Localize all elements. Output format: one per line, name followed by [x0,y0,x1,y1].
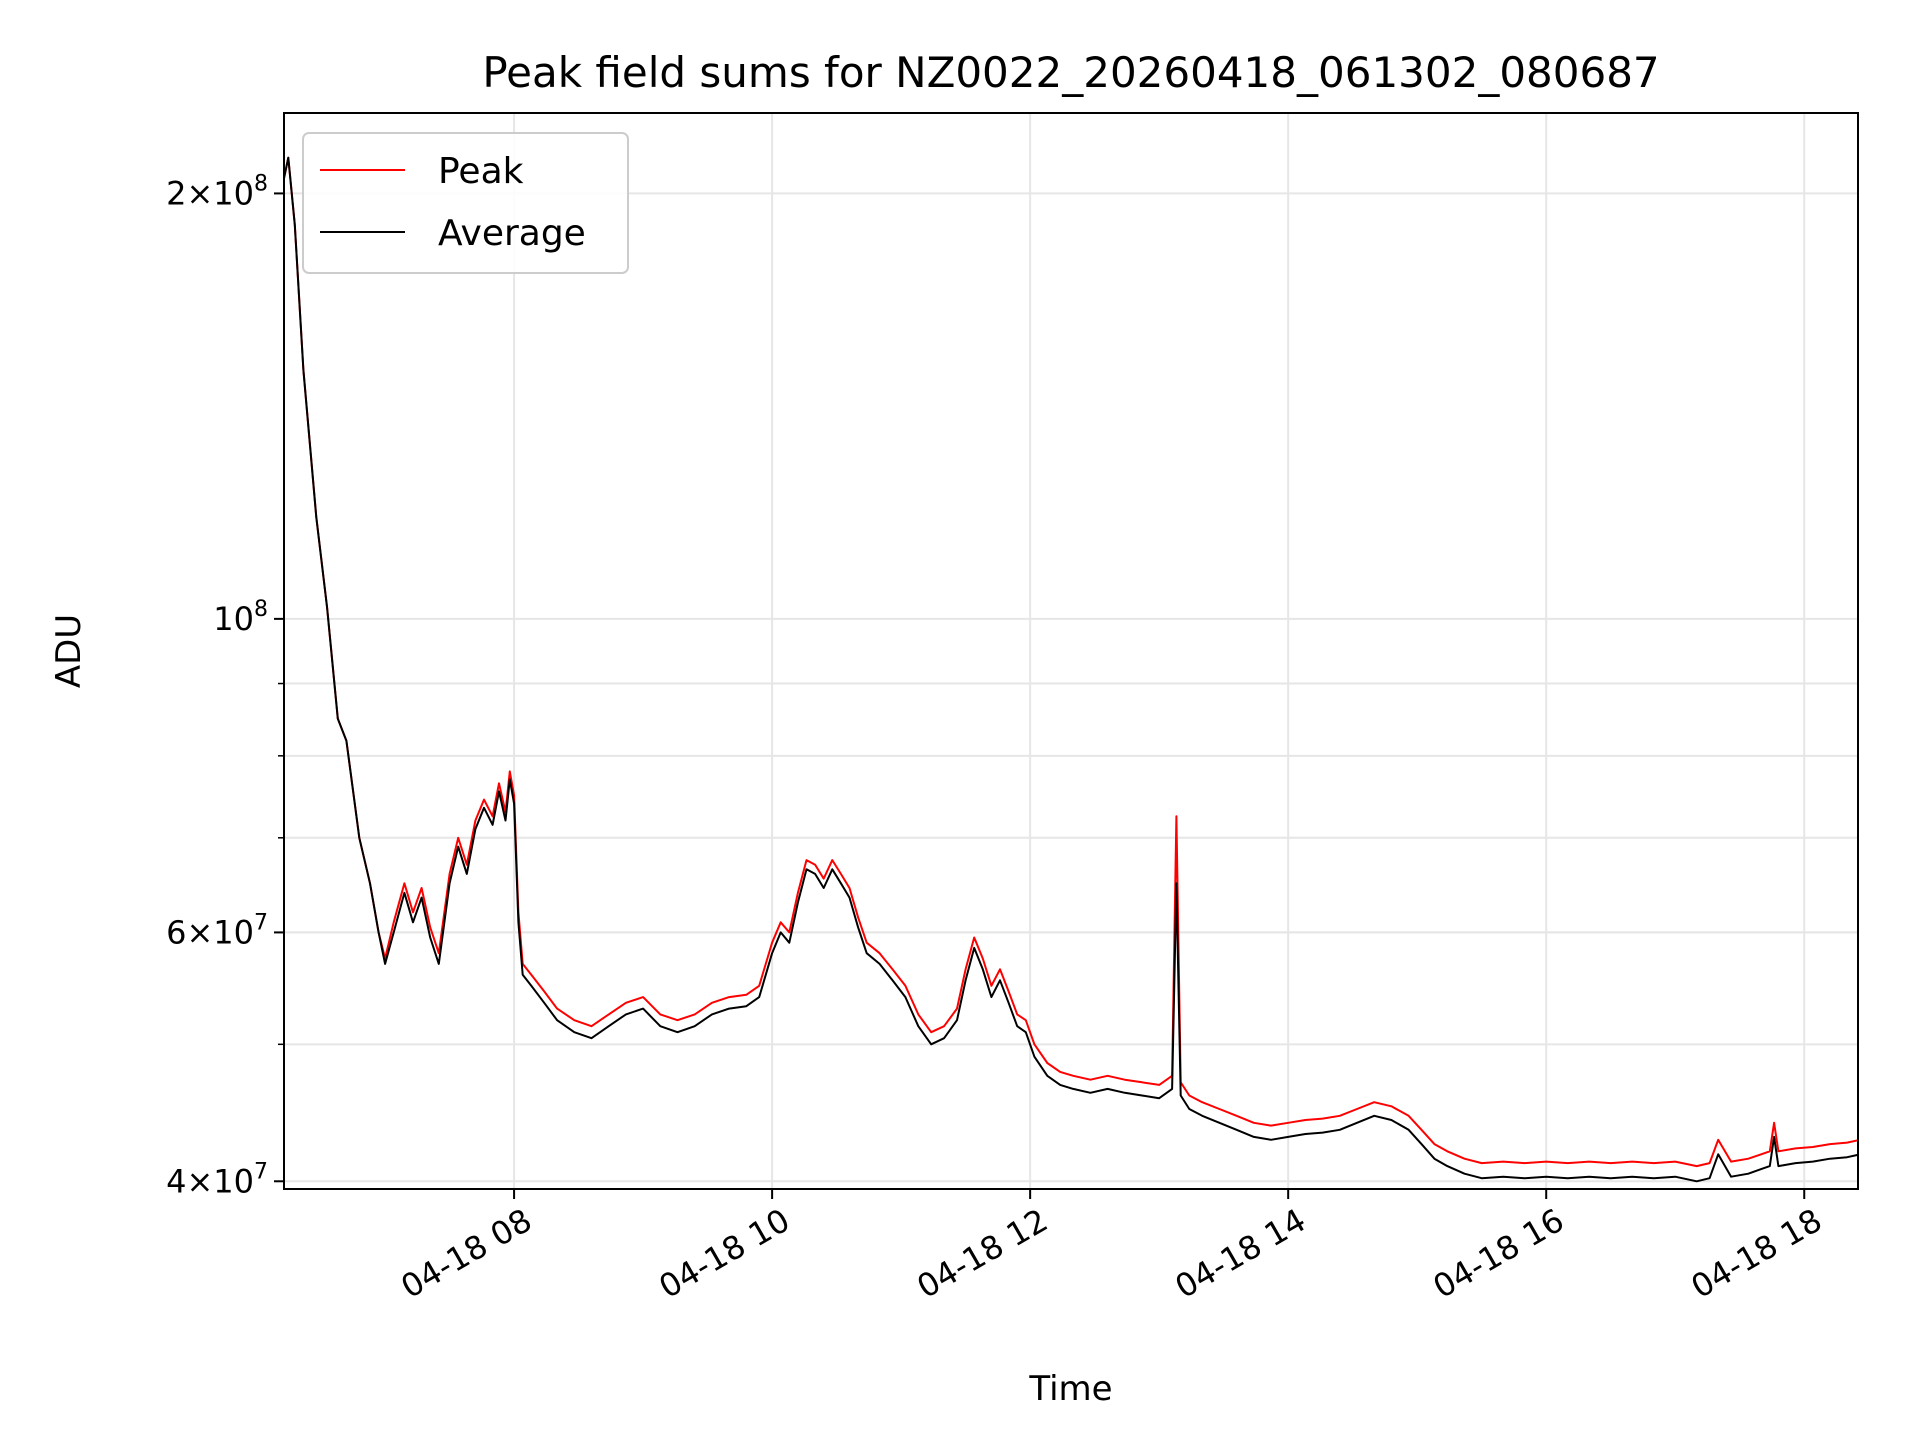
x-axis-label: Time [1028,1369,1112,1409]
y-tick-label: 6×107 [166,910,268,951]
y-tick-label: 108 [213,597,268,638]
y-axis-label: ADU [49,614,89,688]
legend: Peak Average [302,132,629,274]
legend-label-average: Average [438,213,586,254]
y-tick-label: 4×107 [166,1159,268,1200]
legend-box [302,132,629,274]
y-tick-label: 2×108 [166,171,268,212]
series-lines [284,156,1858,1183]
chart-title: Peak field sums for NZ0022_20260418_0613… [482,48,1659,97]
series-line-peak [284,156,1858,1168]
plot-frame [283,112,1859,1190]
legend-label-peak: Peak [438,151,524,192]
grid-lines [284,113,1858,1189]
series-line-average [284,156,1858,1183]
